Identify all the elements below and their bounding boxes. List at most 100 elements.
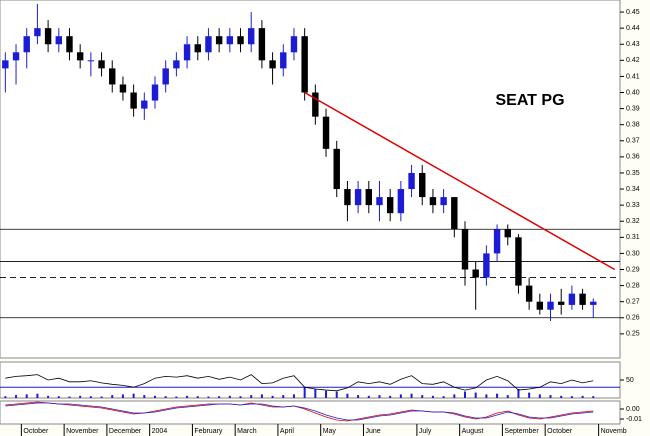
volume-bar [207, 396, 210, 398]
candle-body [151, 84, 159, 101]
volume-bar [485, 394, 488, 398]
volume-bar [154, 395, 156, 398]
candle-body [493, 229, 501, 254]
candle-body [451, 197, 458, 230]
volume-bar [442, 396, 445, 398]
volume-bar [464, 391, 466, 398]
volume-bar [175, 396, 178, 398]
candle-body [141, 100, 148, 109]
oscillator-line [5, 374, 594, 392]
candle-body [408, 172, 415, 190]
candle-body [558, 301, 565, 305]
macd-panel [0, 400, 621, 425]
candle-body [312, 92, 319, 117]
volume-bar [560, 395, 563, 398]
x-tick-label: March [237, 428, 257, 435]
x-tick-label: October [547, 428, 573, 435]
candle-body [119, 84, 127, 93]
volume-bar [228, 395, 231, 398]
volume-bar [335, 391, 338, 398]
x-tick-label: July [419, 428, 432, 435]
y-tick-label: 0.27 [626, 299, 640, 306]
volume-bar [132, 393, 135, 398]
y-tick-label: 0.00 [626, 406, 640, 413]
candle-body [23, 36, 30, 53]
volume-bar [143, 395, 146, 398]
volume-bar [496, 393, 499, 398]
y-tick-label: 0.39 [626, 105, 640, 112]
volume-bar [506, 395, 509, 398]
candle-body [461, 229, 469, 270]
candle-body [419, 172, 426, 198]
candle-body [472, 269, 479, 278]
volume-bar [292, 394, 295, 398]
chart-title: SEAT PG [495, 92, 564, 109]
candle-body [354, 189, 362, 206]
volume-bar [314, 389, 317, 398]
volume-bar [325, 390, 328, 398]
y-tick-label: 0.32 [626, 218, 640, 225]
volume-bar [357, 395, 360, 398]
x-tick-label: August [462, 428, 484, 435]
volume-bar [186, 395, 189, 398]
volume-bar [367, 395, 370, 398]
volume-bar [89, 396, 92, 398]
volume-bar [100, 396, 103, 398]
volume-bar [346, 393, 349, 398]
y-tick-label: 0.36 [626, 154, 640, 161]
x-tick-label: February [194, 428, 223, 435]
candle-body [504, 229, 511, 238]
volume-bar [196, 396, 199, 398]
candle-body [386, 197, 394, 214]
x-tick-label: May [323, 428, 337, 435]
y-tick-label: 0.26 [626, 315, 640, 322]
volume-bar [218, 396, 221, 398]
volume-bar [538, 394, 541, 398]
candle-body [280, 52, 287, 69]
volume-bar [121, 394, 124, 398]
x-tick-label: 2004 [152, 428, 168, 435]
candle-body [66, 36, 73, 53]
candle-body [258, 28, 266, 61]
volume-bar [57, 396, 60, 398]
y-tick-label: 0.28 [626, 282, 640, 289]
volume-bar [25, 394, 28, 398]
y-tick-label: 0.40 [626, 89, 640, 96]
candle-body [525, 285, 533, 302]
volume-bar [517, 389, 520, 398]
volume-bar [239, 396, 242, 398]
candle-body [34, 28, 41, 37]
candle-body [12, 52, 20, 61]
candle-body [183, 44, 191, 61]
candle-body [547, 301, 554, 310]
candle-body [87, 60, 95, 62]
volume-bar [282, 395, 285, 398]
y-tick-label: 0.45 [626, 9, 640, 16]
volume-bar [111, 395, 114, 398]
y-tick-label: 0.33 [626, 202, 640, 209]
candle-body [109, 68, 116, 85]
candle-body [130, 92, 137, 109]
volume-bar [421, 395, 424, 398]
oscillator-panel [0, 361, 621, 399]
x-tick-label: April [280, 428, 294, 435]
price-panel [0, 0, 621, 359]
x-tick-label: October [23, 428, 49, 435]
y-tick-label: -0.01 [626, 416, 642, 423]
candle-body [579, 293, 586, 305]
y-tick-label: 0.29 [626, 266, 640, 273]
y-tick-label: 50 [626, 377, 634, 384]
candle-body [173, 60, 180, 69]
candle-body [162, 68, 169, 85]
volume-bar [528, 392, 531, 398]
candle-body [515, 237, 522, 286]
candle-body [2, 60, 9, 69]
candle-body [194, 44, 201, 53]
volume-bar [36, 393, 39, 398]
volume-bar [303, 387, 306, 398]
candle-body [536, 301, 544, 310]
x-tick-label: September [504, 428, 539, 435]
y-tick-label: 0.41 [626, 73, 640, 80]
candle-body [365, 189, 372, 206]
y-tick-label: 0.44 [626, 25, 640, 32]
